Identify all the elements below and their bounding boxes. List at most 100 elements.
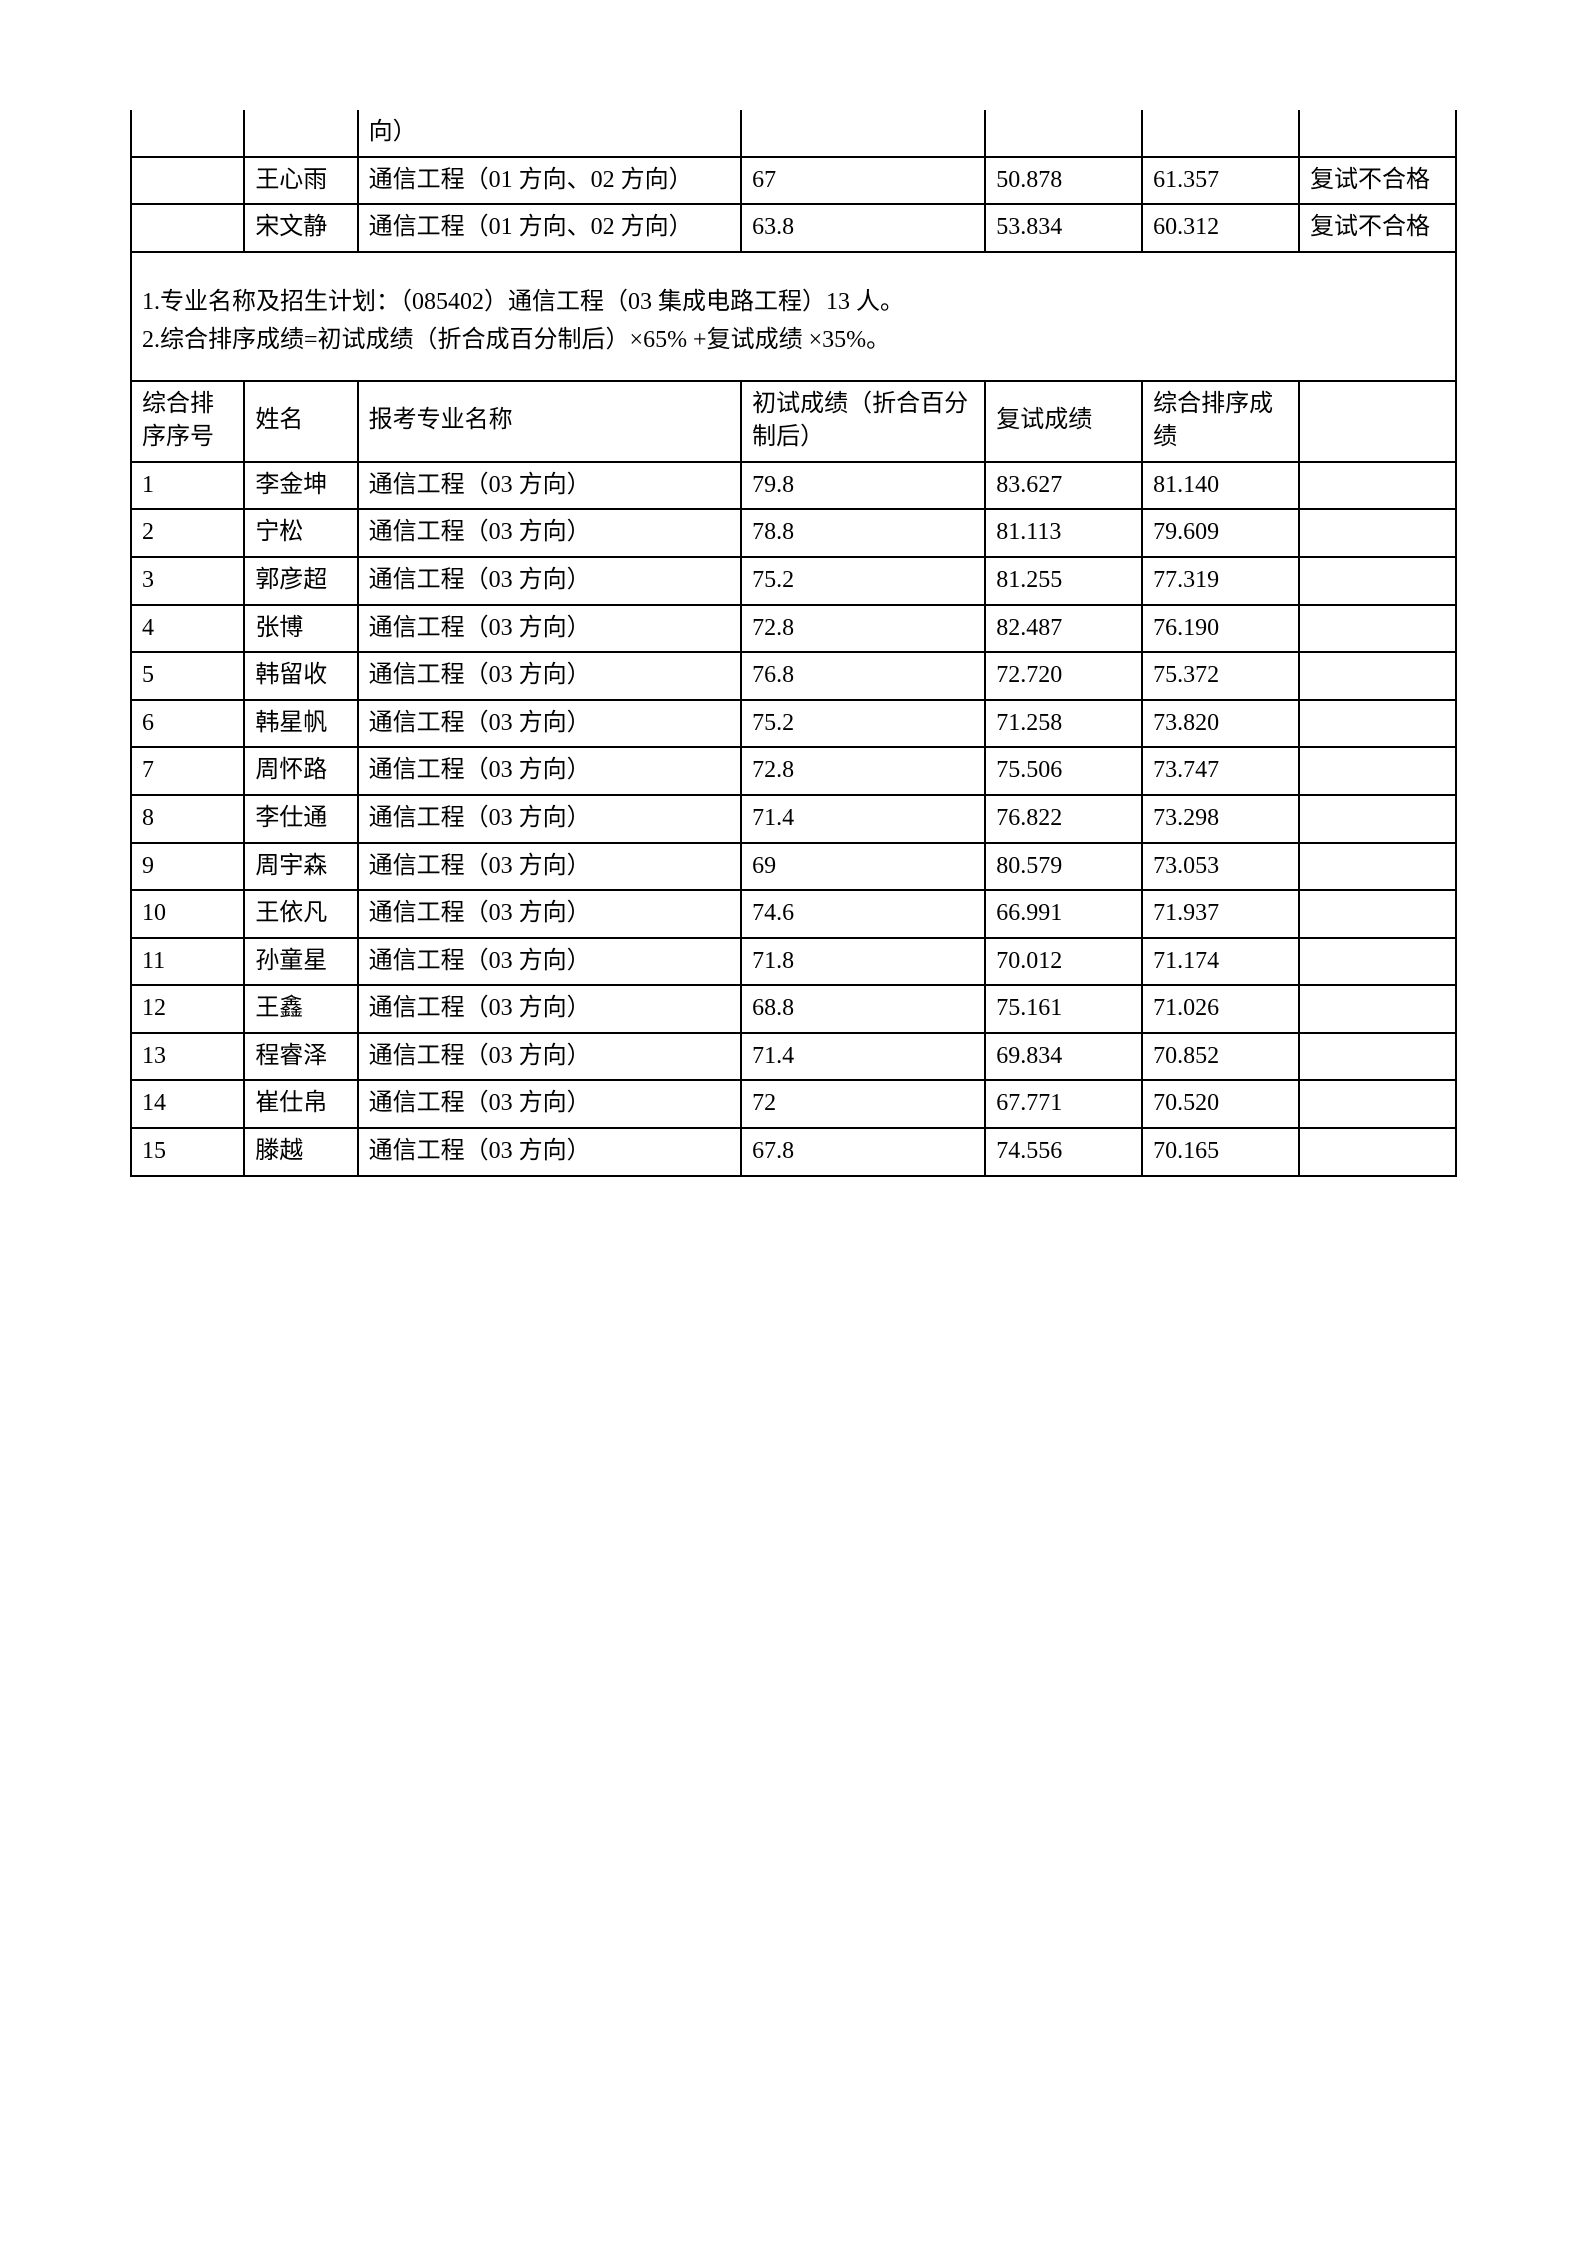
cell-name: 王依凡 [244,890,357,938]
cell-remark [1299,890,1456,938]
cell-score1: 78.8 [741,509,985,557]
cell-remark: 复试不合格 [1299,157,1456,205]
cell-score3: 73.747 [1142,747,1299,795]
admissions-table: 向）王心雨通信工程（01 方向、02 方向）6750.87861.357复试不合… [130,110,1457,1177]
cell-name: 郭彦超 [244,557,357,605]
cell-rank: 5 [131,652,244,700]
cell-score2: 81.113 [985,509,1142,557]
cell-score2: 82.487 [985,605,1142,653]
header-rank: 综合排序序号 [131,381,244,462]
cell-name: 韩星帆 [244,700,357,748]
cell-remark [1299,557,1456,605]
table-row: 5韩留收通信工程（03 方向）76.872.72075.372 [131,652,1456,700]
cell-rank: 3 [131,557,244,605]
cell-remark [1299,1128,1456,1176]
cell-remark [1299,938,1456,986]
cell-rank: 2 [131,509,244,557]
cell-major: 通信工程（03 方向） [358,652,742,700]
cell-score3: 73.298 [1142,795,1299,843]
cell-score3: 77.319 [1142,557,1299,605]
cell-remark [1299,1033,1456,1081]
cell-score1: 79.8 [741,462,985,510]
cell: 向） [358,110,742,157]
cell-name: 宋文静 [244,204,357,252]
cell-score2: 83.627 [985,462,1142,510]
header-remark [1299,381,1456,462]
cell-score1: 71.4 [741,1033,985,1081]
cell-remark [1299,985,1456,1033]
cell-score3: 75.372 [1142,652,1299,700]
cell-remark [1299,509,1456,557]
header-name: 姓名 [244,381,357,462]
cell-score3: 70.520 [1142,1080,1299,1128]
cell-major: 通信工程（03 方向） [358,1033,742,1081]
cell-score2: 69.834 [985,1033,1142,1081]
cell-name: 李仕通 [244,795,357,843]
table-row: 10王依凡通信工程（03 方向）74.666.99171.937 [131,890,1456,938]
cell-score2: 74.556 [985,1128,1142,1176]
cell-rank: 4 [131,605,244,653]
table-row: 14崔仕帛通信工程（03 方向）7267.77170.520 [131,1080,1456,1128]
cell-rank: 14 [131,1080,244,1128]
cell-score1: 69 [741,843,985,891]
cell-name: 崔仕帛 [244,1080,357,1128]
cell-remark [1299,1080,1456,1128]
cell-name: 滕越 [244,1128,357,1176]
cell-remark [1299,795,1456,843]
cell-remark [1299,747,1456,795]
cell-score2: 75.506 [985,747,1142,795]
cell-remark [1299,843,1456,891]
cell-score1: 63.8 [741,204,985,252]
cell-major: 通信工程（03 方向） [358,700,742,748]
cell [741,110,985,157]
cell-score1: 71.4 [741,795,985,843]
cell-remark [1299,652,1456,700]
cell-score2: 81.255 [985,557,1142,605]
cell-rank [131,204,244,252]
header-score3: 综合排序成绩 [1142,381,1299,462]
cell-score2: 67.771 [985,1080,1142,1128]
table-row: 6韩星帆通信工程（03 方向）75.271.25873.820 [131,700,1456,748]
cell-rank: 15 [131,1128,244,1176]
cell [131,110,244,157]
table-row: 4张博通信工程（03 方向）72.882.48776.190 [131,605,1456,653]
table-row: 2宁松通信工程（03 方向）78.881.11379.609 [131,509,1456,557]
cell-score2: 66.991 [985,890,1142,938]
cell-major: 通信工程（03 方向） [358,843,742,891]
cell-rank: 7 [131,747,244,795]
cell-score2: 75.161 [985,985,1142,1033]
cell-major: 通信工程（03 方向） [358,747,742,795]
cell-score1: 72 [741,1080,985,1128]
cell-major: 通信工程（03 方向） [358,1128,742,1176]
cell-major: 通信工程（03 方向） [358,795,742,843]
cell-major: 通信工程（03 方向） [358,938,742,986]
cell-score3: 81.140 [1142,462,1299,510]
cell-score2: 80.579 [985,843,1142,891]
note-line-1: 1.专业名称及招生计划：（085402）通信工程（03 集成电路工程）13 人。 [142,283,1445,321]
cell [985,110,1142,157]
cell-name: 张博 [244,605,357,653]
table-row: 8李仕通通信工程（03 方向）71.476.82273.298 [131,795,1456,843]
cell-rank: 8 [131,795,244,843]
cell-score1: 74.6 [741,890,985,938]
cell-major: 通信工程（03 方向） [358,890,742,938]
cell-major: 通信工程（03 方向） [358,1080,742,1128]
cell-rank: 13 [131,1033,244,1081]
cell-score3: 71.026 [1142,985,1299,1033]
cell-name: 宁松 [244,509,357,557]
cell-name: 程睿泽 [244,1033,357,1081]
table-row: 王心雨通信工程（01 方向、02 方向）6750.87861.357复试不合格 [131,157,1456,205]
cell-score2: 53.834 [985,204,1142,252]
cell-score2: 76.822 [985,795,1142,843]
cell-score1: 68.8 [741,985,985,1033]
cell-major: 通信工程（01 方向、02 方向） [358,157,742,205]
cell-name: 周怀路 [244,747,357,795]
table-row: 11孙童星通信工程（03 方向）71.870.01271.174 [131,938,1456,986]
notes-section: 1.专业名称及招生计划：（085402）通信工程（03 集成电路工程）13 人。… [131,252,1456,381]
cell-major: 通信工程（03 方向） [358,985,742,1033]
cell-score1: 72.8 [741,605,985,653]
cell-score3: 71.174 [1142,938,1299,986]
cell-remark [1299,605,1456,653]
note-line-2: 2.综合排序成绩=初试成绩（折合成百分制后）×65% +复试成绩 ×35%。 [142,321,1445,359]
cell-rank [131,157,244,205]
